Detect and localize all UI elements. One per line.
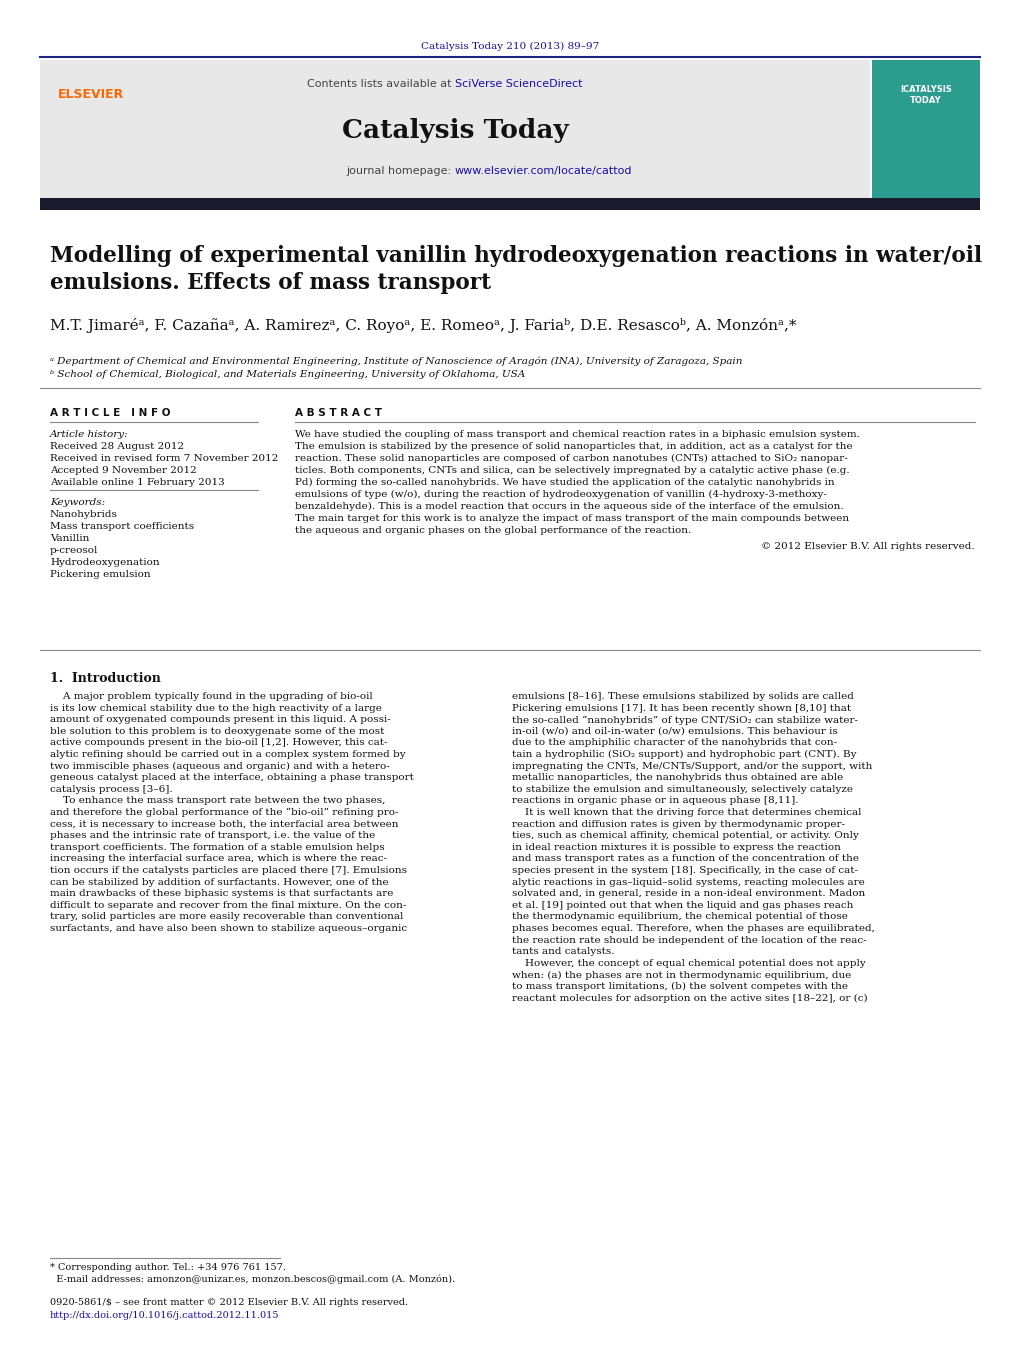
Text: A R T I C L E   I N F O: A R T I C L E I N F O bbox=[50, 408, 171, 417]
Text: impregnating the CNTs, Me/CNTs/Support, and/or the support, with: impregnating the CNTs, Me/CNTs/Support, … bbox=[512, 762, 872, 770]
Text: species present in the system [18]. Specifically, in the case of cat-: species present in the system [18]. Spec… bbox=[512, 866, 858, 875]
Text: A major problem typically found in the upgrading of bio-oil: A major problem typically found in the u… bbox=[50, 692, 373, 701]
Text: difficult to separate and recover from the final mixture. On the con-: difficult to separate and recover from t… bbox=[50, 901, 406, 909]
Text: to mass transport limitations, (b) the solvent competes with the: to mass transport limitations, (b) the s… bbox=[512, 982, 848, 992]
FancyBboxPatch shape bbox=[40, 199, 980, 209]
Text: active compounds present in the bio-oil [1,2]. However, this cat-: active compounds present in the bio-oil … bbox=[50, 739, 388, 747]
Text: Contents lists available at: Contents lists available at bbox=[307, 78, 455, 89]
Text: M.T. Jimaréᵃ, F. Cazañaᵃ, A. Ramirezᵃ, C. Royoᵃ, E. Romeoᵃ, J. Fariaᵇ, D.E. Resa: M.T. Jimaréᵃ, F. Cazañaᵃ, A. Ramirezᵃ, C… bbox=[50, 317, 796, 332]
Text: cess, it is necessary to increase both, the interfacial area between: cess, it is necessary to increase both, … bbox=[50, 820, 398, 828]
Text: alytic refining should be carried out in a complex system formed by: alytic refining should be carried out in… bbox=[50, 750, 405, 759]
Text: Nanohybrids: Nanohybrids bbox=[50, 509, 117, 519]
Text: 1.  Introduction: 1. Introduction bbox=[50, 671, 161, 685]
Text: E-mail addresses: amonzon@unizar.es, monzon.bescos@gmail.com (A. Monzón).: E-mail addresses: amonzon@unizar.es, mon… bbox=[50, 1275, 455, 1285]
Text: catalysis process [3–6].: catalysis process [3–6]. bbox=[50, 785, 173, 794]
Text: emulsions of type (w/o), during the reaction of hydrodeoxygenation of vanillin (: emulsions of type (w/o), during the reac… bbox=[295, 490, 827, 499]
Text: tain a hydrophilic (SiO₂ support) and hydrophobic part (CNT). By: tain a hydrophilic (SiO₂ support) and hy… bbox=[512, 750, 857, 759]
Text: due to the amphiphilic character of the nanohybrids that con-: due to the amphiphilic character of the … bbox=[512, 739, 837, 747]
Text: increasing the interfacial surface area, which is where the reac-: increasing the interfacial surface area,… bbox=[50, 854, 387, 863]
Text: Available online 1 February 2013: Available online 1 February 2013 bbox=[50, 478, 225, 486]
Text: Keywords:: Keywords: bbox=[50, 499, 105, 507]
Text: journal homepage:: journal homepage: bbox=[346, 166, 455, 176]
Text: transport coefficients. The formation of a stable emulsion helps: transport coefficients. The formation of… bbox=[50, 843, 385, 851]
Text: the so-called “nanohybrids” of type CNT/SiO₂ can stabilize water-: the so-called “nanohybrids” of type CNT/… bbox=[512, 715, 858, 724]
Text: http://dx.doi.org/10.1016/j.cattod.2012.11.015: http://dx.doi.org/10.1016/j.cattod.2012.… bbox=[50, 1310, 280, 1320]
Text: the thermodynamic equilibrium, the chemical potential of those: the thermodynamic equilibrium, the chemi… bbox=[512, 912, 847, 921]
Text: phases and the intrinsic rate of transport, i.e. the value of the: phases and the intrinsic rate of transpo… bbox=[50, 831, 376, 840]
Text: Pickering emulsions [17]. It has been recently shown [8,10] that: Pickering emulsions [17]. It has been re… bbox=[512, 704, 852, 712]
Text: Received in revised form 7 November 2012: Received in revised form 7 November 2012 bbox=[50, 454, 279, 463]
Text: A B S T R A C T: A B S T R A C T bbox=[295, 408, 382, 417]
Text: Article history:: Article history: bbox=[50, 430, 129, 439]
Text: when: (a) the phases are not in thermodynamic equilibrium, due: when: (a) the phases are not in thermody… bbox=[512, 970, 852, 979]
Text: trary, solid particles are more easily recoverable than conventional: trary, solid particles are more easily r… bbox=[50, 912, 403, 921]
Text: two immiscible phases (aqueous and organic) and with a hetero-: two immiscible phases (aqueous and organ… bbox=[50, 762, 390, 770]
Text: Pd) forming the so-called nanohybrids. We have studied the application of the ca: Pd) forming the so-called nanohybrids. W… bbox=[295, 478, 834, 488]
Text: SciVerse ScienceDirect: SciVerse ScienceDirect bbox=[455, 78, 583, 89]
Text: in-oil (w/o) and oil-in-water (o/w) emulsions. This behaviour is: in-oil (w/o) and oil-in-water (o/w) emul… bbox=[512, 727, 838, 736]
Text: However, the concept of equal chemical potential does not apply: However, the concept of equal chemical p… bbox=[512, 959, 866, 967]
Text: reactant molecules for adsorption on the active sites [18–22], or (c): reactant molecules for adsorption on the… bbox=[512, 993, 868, 1002]
Text: tion occurs if the catalysts particles are placed there [7]. Emulsions: tion occurs if the catalysts particles a… bbox=[50, 866, 407, 875]
Text: ticles. Both components, CNTs and silica, can be selectively impregnated by a ca: ticles. Both components, CNTs and silica… bbox=[295, 466, 849, 476]
Text: reaction and diffusion rates is given by thermodynamic proper-: reaction and diffusion rates is given by… bbox=[512, 820, 845, 828]
Text: ties, such as chemical affinity, chemical potential, or activity. Only: ties, such as chemical affinity, chemica… bbox=[512, 831, 859, 840]
Text: reactions in organic phase or in aqueous phase [8,11].: reactions in organic phase or in aqueous… bbox=[512, 796, 798, 805]
Text: main drawbacks of these biphasic systems is that surfactants are: main drawbacks of these biphasic systems… bbox=[50, 889, 393, 898]
Text: ELSEVIER: ELSEVIER bbox=[58, 89, 125, 101]
Text: ᵃ Department of Chemical and Environmental Engineering, Institute of Nanoscience: ᵃ Department of Chemical and Environment… bbox=[50, 357, 742, 366]
Text: phases becomes equal. Therefore, when the phases are equilibrated,: phases becomes equal. Therefore, when th… bbox=[512, 924, 875, 934]
Text: Mass transport coefficients: Mass transport coefficients bbox=[50, 521, 194, 531]
Text: and mass transport rates as a function of the concentration of the: and mass transport rates as a function o… bbox=[512, 854, 859, 863]
Text: www.elsevier.com/locate/cattod: www.elsevier.com/locate/cattod bbox=[455, 166, 632, 176]
FancyBboxPatch shape bbox=[40, 59, 870, 199]
Text: alytic reactions in gas–liquid–solid systems, reacting molecules are: alytic reactions in gas–liquid–solid sys… bbox=[512, 878, 865, 886]
Text: Vanillin: Vanillin bbox=[50, 534, 90, 543]
FancyBboxPatch shape bbox=[872, 59, 980, 199]
Text: tants and catalysts.: tants and catalysts. bbox=[512, 947, 615, 957]
Text: benzaldehyde). This is a model reaction that occurs in the aqueous side of the i: benzaldehyde). This is a model reaction … bbox=[295, 503, 843, 511]
Text: is its low chemical stability due to the high reactivity of a large: is its low chemical stability due to the… bbox=[50, 704, 382, 712]
Text: Catalysis Today 210 (2013) 89–97: Catalysis Today 210 (2013) 89–97 bbox=[422, 42, 599, 51]
Text: metallic nanoparticles, the nanohybrids thus obtained are able: metallic nanoparticles, the nanohybrids … bbox=[512, 773, 843, 782]
Text: to stabilize the emulsion and simultaneously, selectively catalyze: to stabilize the emulsion and simultaneo… bbox=[512, 785, 853, 794]
Text: It is well known that the driving force that determines chemical: It is well known that the driving force … bbox=[512, 808, 862, 817]
Text: We have studied the coupling of mass transport and chemical reaction rates in a : We have studied the coupling of mass tra… bbox=[295, 430, 860, 439]
Text: et al. [19] pointed out that when the liquid and gas phases reach: et al. [19] pointed out that when the li… bbox=[512, 901, 854, 909]
Text: emulsions [8–16]. These emulsions stabilized by solids are called: emulsions [8–16]. These emulsions stabil… bbox=[512, 692, 854, 701]
Text: amount of oxygenated compounds present in this liquid. A possi-: amount of oxygenated compounds present i… bbox=[50, 715, 391, 724]
Text: ble solution to this problem is to deoxygenate some of the most: ble solution to this problem is to deoxy… bbox=[50, 727, 384, 736]
Text: Catalysis Today: Catalysis Today bbox=[342, 118, 569, 143]
Text: p-creosol: p-creosol bbox=[50, 546, 98, 555]
Text: * Corresponding author. Tel.: +34 976 761 157.: * Corresponding author. Tel.: +34 976 76… bbox=[50, 1263, 286, 1273]
Text: Received 28 August 2012: Received 28 August 2012 bbox=[50, 442, 184, 451]
Text: in ideal reaction mixtures it is possible to express the reaction: in ideal reaction mixtures it is possibl… bbox=[512, 843, 841, 851]
Text: ᵇ School of Chemical, Biological, and Materials Engineering, University of Oklah: ᵇ School of Chemical, Biological, and Ma… bbox=[50, 370, 525, 380]
Text: Modelling of experimental vanillin hydrodeoxygenation reactions in water/oil
emu: Modelling of experimental vanillin hydro… bbox=[50, 245, 982, 295]
Text: Accepted 9 November 2012: Accepted 9 November 2012 bbox=[50, 466, 197, 476]
Text: the reaction rate should be independent of the location of the reac-: the reaction rate should be independent … bbox=[512, 936, 867, 944]
Text: The emulsion is stabilized by the presence of solid nanoparticles that, in addit: The emulsion is stabilized by the presen… bbox=[295, 442, 853, 451]
Text: © 2012 Elsevier B.V. All rights reserved.: © 2012 Elsevier B.V. All rights reserved… bbox=[762, 542, 975, 551]
Text: the aqueous and organic phases on the global performance of the reaction.: the aqueous and organic phases on the gl… bbox=[295, 526, 691, 535]
Text: reaction. These solid nanoparticles are composed of carbon nanotubes (CNTs) atta: reaction. These solid nanoparticles are … bbox=[295, 454, 847, 463]
Text: ICATALYSIS
TODAY: ICATALYSIS TODAY bbox=[901, 85, 952, 105]
Text: can be stabilized by addition of surfactants. However, one of the: can be stabilized by addition of surfact… bbox=[50, 878, 389, 886]
Text: surfactants, and have also been shown to stabilize aqueous–organic: surfactants, and have also been shown to… bbox=[50, 924, 407, 934]
Text: solvated and, in general, reside in a non-ideal environment. Madon: solvated and, in general, reside in a no… bbox=[512, 889, 865, 898]
Text: 0920-5861/$ – see front matter © 2012 Elsevier B.V. All rights reserved.: 0920-5861/$ – see front matter © 2012 El… bbox=[50, 1298, 408, 1306]
Text: geneous catalyst placed at the interface, obtaining a phase transport: geneous catalyst placed at the interface… bbox=[50, 773, 414, 782]
Text: and therefore the global performance of the “bio-oil” refining pro-: and therefore the global performance of … bbox=[50, 808, 398, 817]
Text: Pickering emulsion: Pickering emulsion bbox=[50, 570, 151, 580]
Text: Hydrodeoxygenation: Hydrodeoxygenation bbox=[50, 558, 159, 567]
Text: To enhance the mass transport rate between the two phases,: To enhance the mass transport rate betwe… bbox=[50, 796, 385, 805]
Text: The main target for this work is to analyze the impact of mass transport of the : The main target for this work is to anal… bbox=[295, 513, 849, 523]
